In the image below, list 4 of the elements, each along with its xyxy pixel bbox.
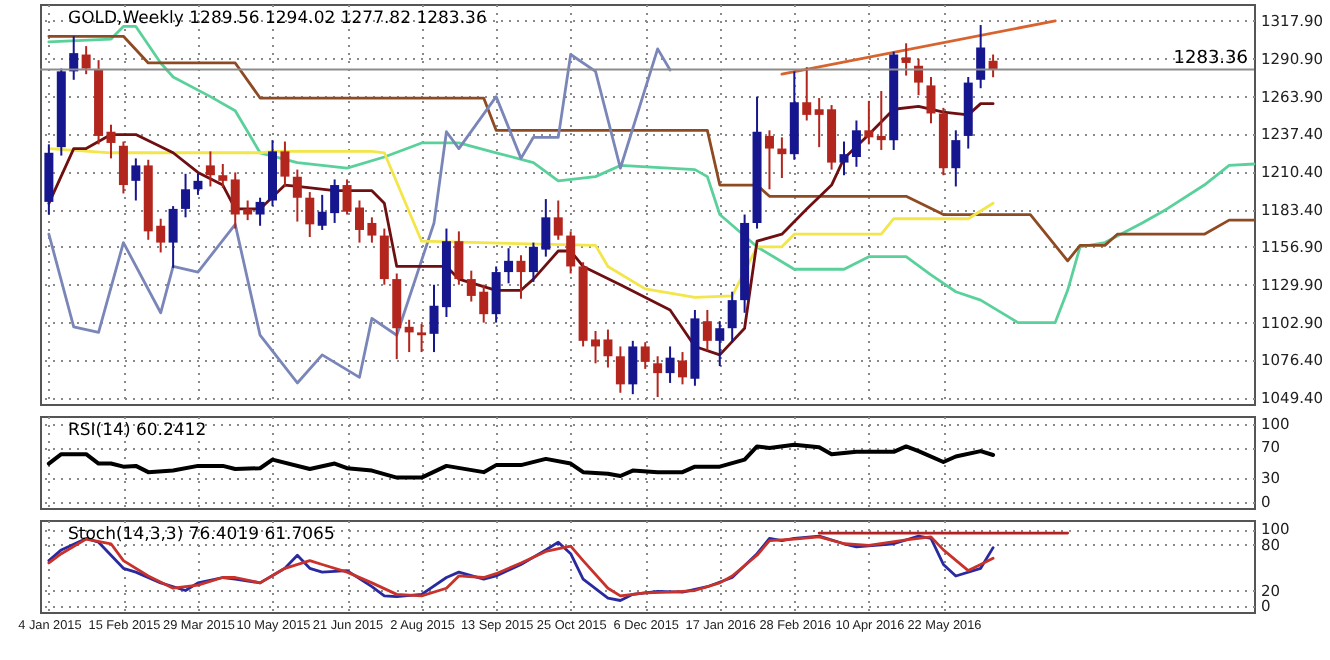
ref-line-label: 1283.36: [1173, 49, 1249, 70]
chart-title: RSI(14) 60.2412: [68, 420, 207, 441]
chart-title: GOLD,Weekly 1289.56 1294.02 1277.82 1283.36: [68, 9, 487, 29]
chart-title: Stoch(14,3,3) 76.4019 61.7065: [68, 525, 335, 545]
